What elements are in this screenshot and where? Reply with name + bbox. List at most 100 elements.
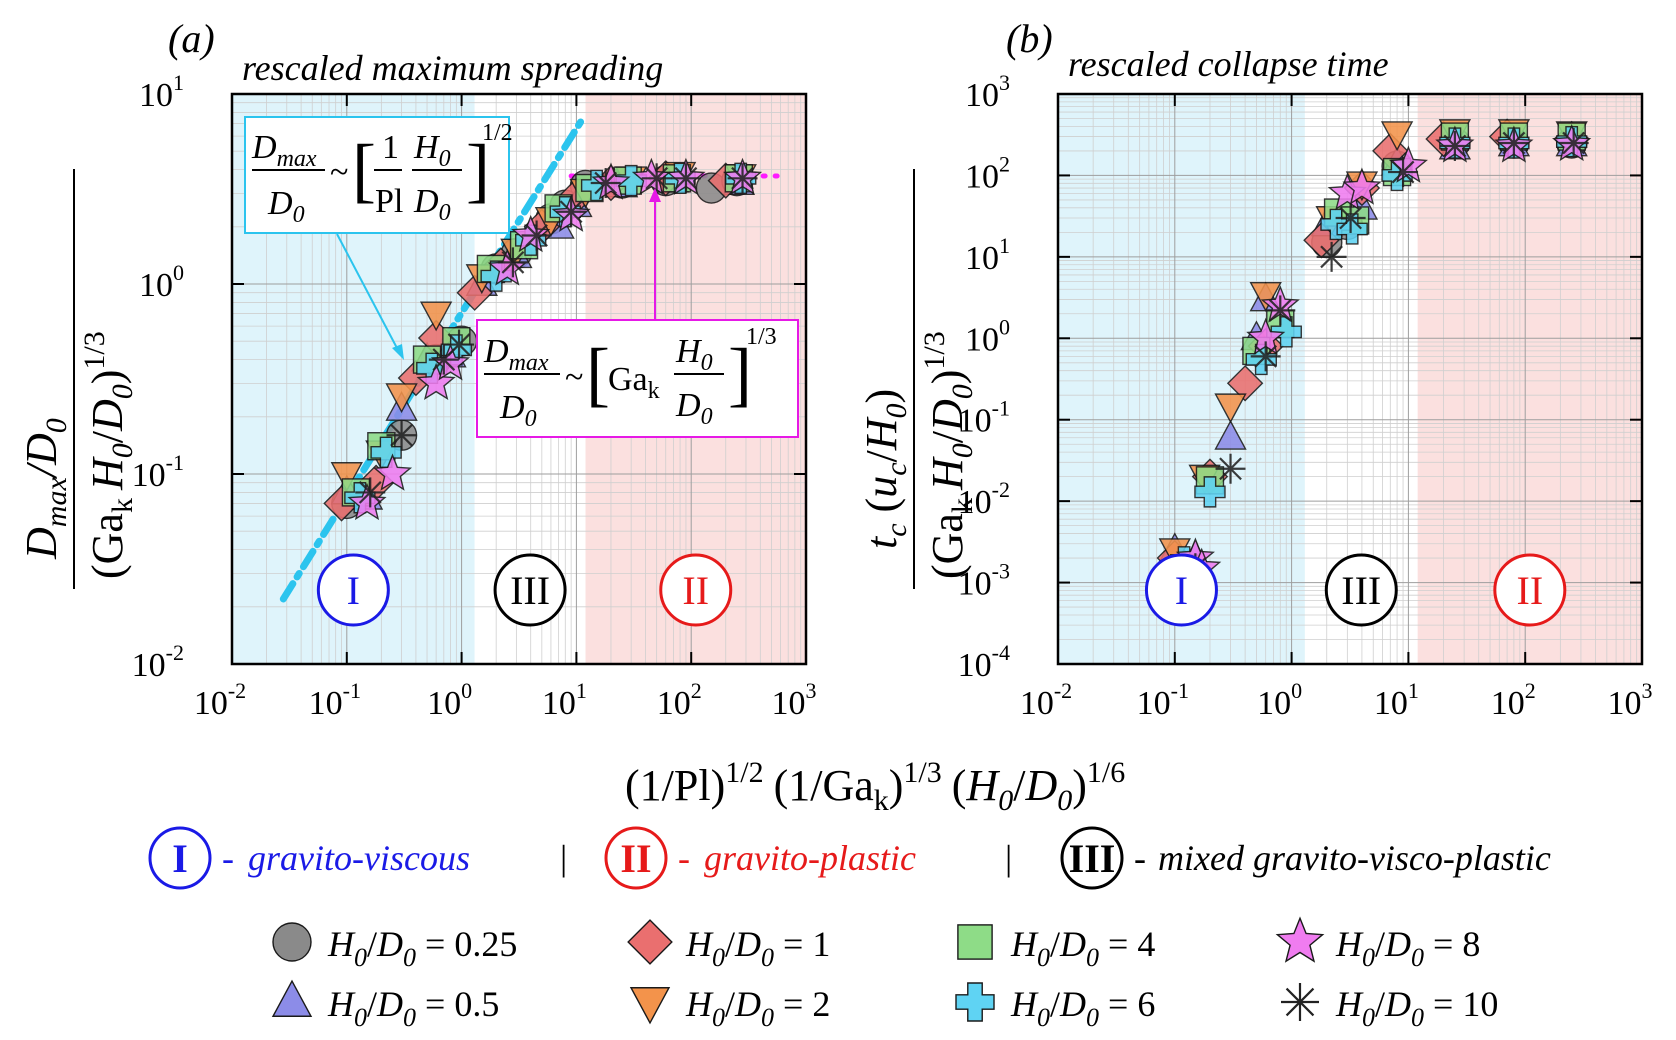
svg-text:III: III <box>1341 568 1381 613</box>
a-regime-label-ii: II <box>659 553 733 627</box>
legend-item-h0_5: H0/D0 = 0.5 <box>271 979 499 1032</box>
legend-regime-iii: III - mixed gravito-visco-plastic <box>1060 826 1551 890</box>
legend-item-h6: H0/D0 = 6 <box>955 982 1155 1032</box>
legend-item-h10: H0/D0 = 10 <box>1281 983 1498 1032</box>
b-regime-label-i: I <box>1144 553 1218 627</box>
b-ytick-label: 10-1 <box>958 396 1010 440</box>
a-tick-labels: 10-2 10-1 100 101 102 103 10-2 10-1 100 101 <box>132 70 817 722</box>
b-point-h10 <box>1335 203 1366 234</box>
legend-separator-1: | <box>560 838 567 878</box>
a-point-h10 <box>355 477 386 508</box>
svg-text:1/2: 1/2 <box>482 120 513 146</box>
a-point-h10 <box>556 196 587 227</box>
a-xtick-label: 102 <box>657 678 702 722</box>
b-regime-label-ii: II <box>1493 553 1567 627</box>
b-point-h10 <box>1265 295 1296 326</box>
svg-text:D0: D0 <box>499 389 537 432</box>
legend-item-h4: H0/D0 = 4 <box>957 924 1155 972</box>
b-point-h10 <box>1388 157 1419 188</box>
legend-regimes: I - gravito-viscous | II - gravito-plast… <box>148 826 1551 890</box>
svg-text:(GakH0/D0)1/3: (GakH0/D0)1/3 <box>78 331 139 579</box>
legend-item-h8: H0/D0 = 8 <box>1275 916 1480 972</box>
legend-label: H0/D0 = 1 <box>685 924 830 972</box>
a-xtick-label: 10-1 <box>309 678 361 722</box>
svg-text:1: 1 <box>382 129 399 166</box>
a-xtick-label: 103 <box>772 678 817 722</box>
b-point-h2 <box>1380 121 1414 152</box>
a-annotation-viscous: Dmax D0 ~ [ 1 Pl H0 D0 ] 1/2 <box>244 116 513 234</box>
b-point-h10 <box>1250 341 1281 372</box>
b-xtick-label: 101 <box>1374 678 1419 722</box>
svg-text:(GakH0/D0)1/3: (GakH0/D0)1/3 <box>918 331 979 579</box>
a-ylabel: Dmax/D0 (GakH0/D0)1/3 <box>17 169 139 589</box>
svg-text:Dmax: Dmax <box>251 129 317 172</box>
svg-text:Pl: Pl <box>375 183 403 220</box>
a-ytick-label: 10-2 <box>132 640 184 684</box>
b-point-h10 <box>1558 128 1589 159</box>
a-point-h8 <box>416 362 456 401</box>
svg-text:]: ] <box>466 130 490 210</box>
legend-marker-square <box>957 924 993 960</box>
svg-text:[: [ <box>352 130 376 210</box>
a-xtick-label: 101 <box>542 678 587 722</box>
b-point-h10 <box>1439 130 1470 161</box>
b-ytick-label: 103 <box>965 70 1010 114</box>
shared-xlabel: (1/Pl)1/2 (1/Gak)1/3 (H0/D0)1/6 <box>625 756 1125 817</box>
a-xtick-label: 100 <box>427 678 472 722</box>
svg-text:Dmax/D0: Dmax/D0 <box>17 418 73 560</box>
legend-marker-triangle-up <box>271 979 313 1017</box>
b-point-h0_5 <box>1214 419 1247 450</box>
b-ytick-label: 10-3 <box>958 559 1010 603</box>
b-ytick-label: 101 <box>965 233 1010 277</box>
b-point-h10 <box>1498 128 1529 159</box>
legend-regime-i: I - gravito-viscous <box>148 826 470 890</box>
a-point-h8 <box>631 157 671 196</box>
b-point-h6 <box>1336 213 1368 245</box>
b-point-h8 <box>1342 167 1382 205</box>
b-data-points <box>1151 118 1592 617</box>
b-title: rescaled collapse time <box>1068 44 1389 84</box>
b-point-h10 <box>1215 453 1246 484</box>
svg-text:Gak: Gak <box>608 361 660 404</box>
svg-text:I: I <box>347 568 360 613</box>
a-regime-label-i: I <box>316 553 390 627</box>
svg-text:H0: H0 <box>413 129 451 172</box>
b-xtick-label: 10-2 <box>1020 678 1072 722</box>
legend-label: H0/D0 = 4 <box>1010 924 1155 972</box>
a-annotation-plastic: Dmax D0 ~ [ Gak H0 D0 ] 1/3 <box>476 319 799 438</box>
b-panel-label: (b) <box>1006 16 1053 61</box>
a-annotation-viscous-leader <box>336 233 399 351</box>
legend-marker-plus <box>955 982 995 1022</box>
legend-label: H0/D0 = 0.25 <box>327 924 517 972</box>
b-xtick-label: 10-1 <box>1137 678 1189 722</box>
a-point-h10 <box>497 247 528 278</box>
legend-marker-asterisk <box>1281 983 1319 1021</box>
svg-text:-: - <box>678 838 690 878</box>
b-ytick-label: 100 <box>965 314 1010 358</box>
a-point-h8 <box>347 482 387 521</box>
svg-text:III: III <box>1069 836 1116 881</box>
svg-text:-: - <box>222 838 234 878</box>
b-ylabel: tc (uc/H0) (GakH0/D0)1/3 <box>857 169 979 589</box>
legend-label: H0/D0 = 6 <box>1010 984 1155 1032</box>
b-point-h6 <box>1270 316 1302 348</box>
svg-text:[: [ <box>586 334 610 414</box>
legend-regime-ii: II - gravito-plastic <box>604 826 916 890</box>
a-point-h10 <box>590 168 621 199</box>
a-point-h10 <box>641 163 672 194</box>
panel-b: 10-2 10-1 100 101 102 103 10-4 10-3 10-2 10-1 100 1… <box>857 16 1653 722</box>
legend-markers: H0/D0 = 0.25 H0/D0 = 0.5 H0/D0 = 1 H0/D0 = … <box>271 916 1498 1032</box>
a-annotation-plastic-arrowhead <box>649 188 661 202</box>
svg-text:D0: D0 <box>267 185 305 228</box>
svg-text:II: II <box>620 836 651 881</box>
legend-item-h1: H0/D0 = 1 <box>627 919 830 972</box>
a-point-h10 <box>727 163 758 194</box>
legend-label: H0/D0 = 0.5 <box>327 984 499 1032</box>
a-point-h8 <box>591 162 631 200</box>
legend-item-h0_25: H0/D0 = 0.25 <box>272 922 517 972</box>
a-annotation-viscous-arrowhead <box>392 344 404 360</box>
a-ticks <box>231 93 807 665</box>
b-regime-label-iii: III <box>1324 553 1398 627</box>
svg-text:II: II <box>1517 568 1544 613</box>
